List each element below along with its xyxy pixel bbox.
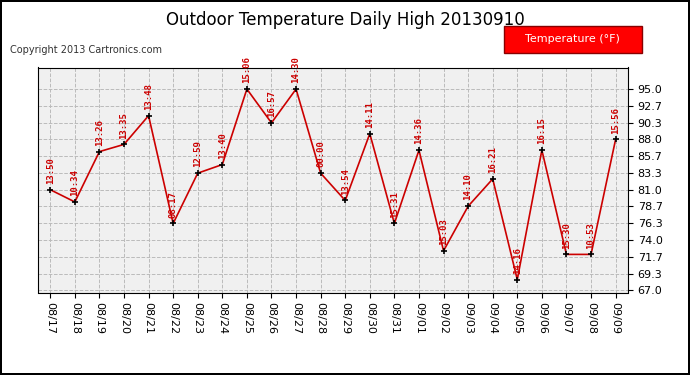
Text: 13:48: 13:48 (144, 83, 153, 110)
Text: 16:15: 16:15 (538, 117, 546, 144)
Text: 14:16: 14:16 (513, 247, 522, 274)
Text: Outdoor Temperature Daily High 20130910: Outdoor Temperature Daily High 20130910 (166, 11, 524, 29)
Text: 14:10: 14:10 (464, 174, 473, 201)
Text: 13:26: 13:26 (95, 119, 104, 146)
Text: 14:36: 14:36 (415, 117, 424, 144)
Text: 10:34: 10:34 (70, 169, 79, 196)
Text: 16:21: 16:21 (489, 146, 497, 173)
Text: 10:53: 10:53 (586, 222, 595, 249)
Text: 15:03: 15:03 (439, 218, 448, 245)
Text: 15:06: 15:06 (242, 57, 251, 83)
Text: 14:30: 14:30 (292, 57, 301, 83)
Text: 13:40: 13:40 (218, 132, 227, 159)
Text: 12:59: 12:59 (193, 141, 202, 167)
Text: 15:31: 15:31 (390, 191, 399, 218)
Text: 16:57: 16:57 (267, 90, 276, 117)
Text: 13:35: 13:35 (119, 112, 128, 139)
Text: 08:17: 08:17 (168, 191, 177, 218)
Text: 13:50: 13:50 (46, 157, 55, 184)
Text: 13:54: 13:54 (341, 168, 350, 195)
Text: Temperature (°F): Temperature (°F) (525, 34, 620, 44)
Text: Copyright 2013 Cartronics.com: Copyright 2013 Cartronics.com (10, 45, 162, 55)
Text: 00:00: 00:00 (316, 141, 325, 167)
Text: 14:11: 14:11 (365, 101, 374, 128)
Text: 15:30: 15:30 (562, 222, 571, 249)
Text: 15:56: 15:56 (611, 107, 620, 134)
